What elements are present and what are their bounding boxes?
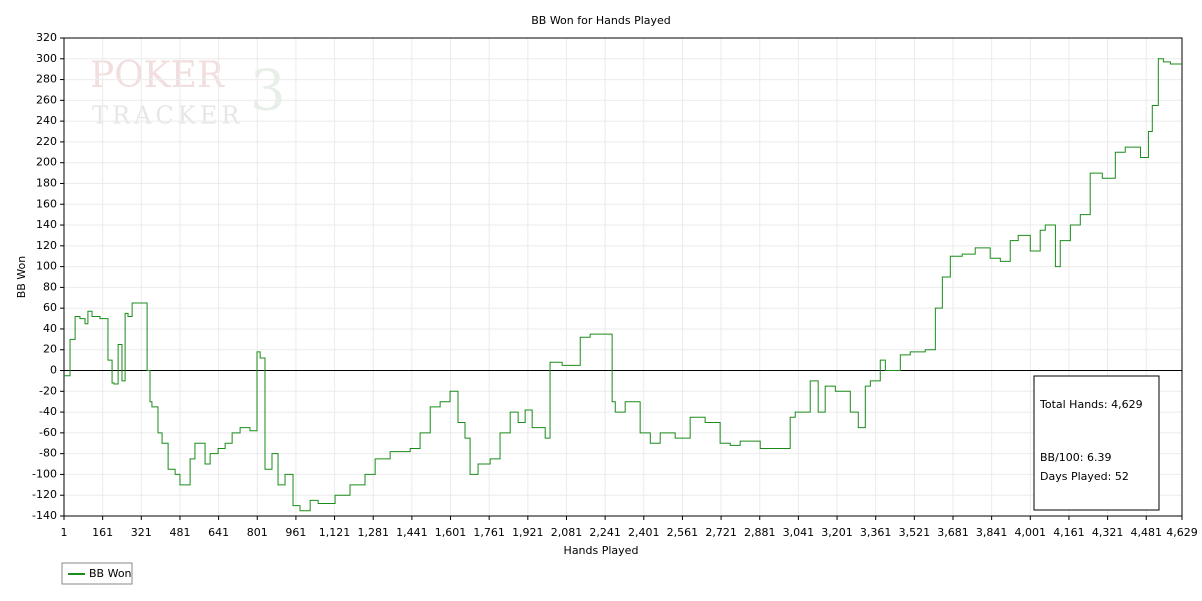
x-tick-label: 2,721 [705,526,737,539]
x-tick-label: 3,201 [821,526,853,539]
x-tick-label: 4,629 [1166,526,1198,539]
stats-box [1033,375,1160,511]
y-axis-label: BB Won [15,256,28,299]
y-tick-label: 120 [36,239,57,252]
y-tick-label: -20 [39,384,57,397]
x-tick-label: 2,561 [667,526,699,539]
x-tick-label: 161 [92,526,113,539]
x-tick-label: 1,441 [396,526,428,539]
stats-text: Total Hands: 4,629 [1039,398,1143,411]
x-tick-label: 3,041 [783,526,815,539]
x-tick-label: 641 [208,526,229,539]
stats-text: BB/100: 6.39 [1040,451,1112,464]
y-tick-label: 20 [43,343,57,356]
x-tick-label: 4,321 [1092,526,1124,539]
x-tick-label: 4,161 [1053,526,1085,539]
y-tick-label: 240 [36,114,57,127]
data-line [64,58,1182,512]
legend: BB Won [61,562,133,585]
x-tick-label: 3,681 [937,526,969,539]
y-tick-label: 260 [36,93,57,106]
y-tick-label: -100 [32,467,57,480]
y-tick-label: -120 [32,488,57,501]
y-tick-label: 140 [36,218,57,231]
x-tick-label: 2,241 [589,526,621,539]
x-tick-label: 1,601 [435,526,467,539]
y-tick-label: 40 [43,322,57,335]
y-tick-label: 0 [50,364,57,377]
plot-frame [63,37,1183,517]
x-tick-label: 3,521 [899,526,931,539]
x-tick-label: 3,841 [976,526,1008,539]
watermark-text: 3 [250,59,286,124]
legend-box [61,562,133,585]
x-tick-label: 801 [247,526,268,539]
x-tick-label: 2,401 [628,526,660,539]
chart-title: BB Won for Hands Played [531,14,671,27]
y-tick-label: 180 [36,176,57,189]
watermark-text: TRACKER [92,102,243,130]
x-tick-label: 961 [285,526,306,539]
y-tick-label: -40 [39,405,57,418]
x-axis-label: Hands Played [564,544,639,557]
x-tick-label: 2,081 [551,526,583,539]
watermark: POKER TRACKER 3 [90,55,286,130]
stats-text: Days Played: 52 [1040,470,1129,483]
x-tick-label: 4,001 [1015,526,1047,539]
y-tick-label: 300 [36,52,57,65]
x-tick-label: 3,361 [860,526,892,539]
watermark-text: POKER [90,55,225,96]
x-tick-label: 1,761 [473,526,505,539]
y-tick-label: -80 [39,447,57,460]
legend-label: BB Won [89,567,132,580]
y-tick-label: -60 [39,426,57,439]
x-tick-label: 1,281 [357,526,389,539]
x-tick-label: 1,921 [512,526,544,539]
x-tick-label: 1,121 [319,526,351,539]
x-tick-label: 481 [169,526,190,539]
y-tick-label: 160 [36,197,57,210]
y-tick-label: 320 [36,31,57,44]
y-tick-label: -140 [32,509,57,522]
y-tick-label: 100 [36,260,57,273]
x-tick-label: 4,481 [1130,526,1162,539]
x-tick-label: 2,881 [744,526,776,539]
x-tick-label: 321 [131,526,152,539]
x-tick-label: 1 [61,526,68,539]
y-tick-label: 200 [36,156,57,169]
y-tick-label: 280 [36,73,57,86]
y-tick-label: 80 [43,280,57,293]
y-tick-label: 60 [43,301,57,314]
y-tick-label: 220 [36,135,57,148]
